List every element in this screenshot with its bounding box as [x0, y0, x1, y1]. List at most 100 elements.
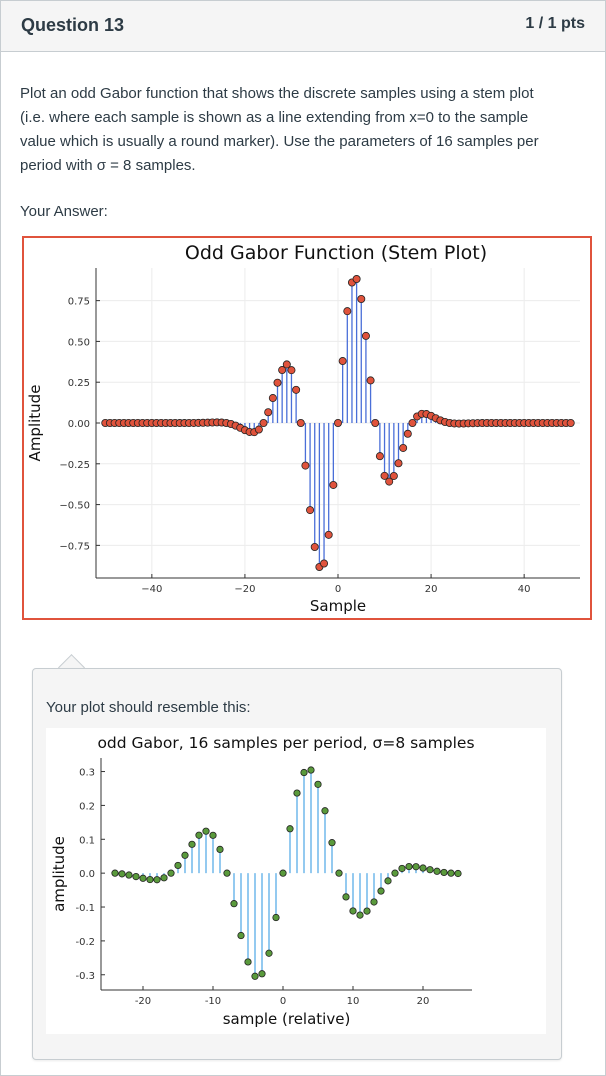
stem-marker [403, 429, 412, 438]
stem-marker [321, 807, 329, 815]
your-answer-label: Your Answer: [20, 203, 108, 220]
stem-marker [125, 871, 133, 879]
y-tick-label: 0.75 [68, 297, 90, 308]
stem-marker [272, 913, 280, 922]
stem-marker [314, 780, 322, 788]
stem-marker [419, 864, 427, 872]
reference-stem-plot: -20 -10 0 10 20 0.3 0.2 0.1 0.0 -0.1 -0.2 -0.3 odd G… [50, 734, 475, 1028]
y-tick-label: 0.1 [79, 835, 95, 846]
stem-marker [335, 869, 343, 877]
answer-stem-plot: −40 −20 0 20 40 0.75 0.50 0.25 0.00 −0.25 −0.50 −0.… [26, 242, 580, 615]
question-header: Question 13 1 / 1 pts [1, 1, 605, 52]
stem-marker [320, 559, 329, 568]
stem-marker [342, 893, 350, 901]
y-tick-label: 0.00 [68, 419, 90, 430]
y-tick-label: -0.1 [75, 903, 95, 914]
stem-marker [273, 378, 282, 387]
stem-marker [375, 452, 384, 461]
stem-marker [139, 874, 147, 882]
stem-marker [366, 376, 375, 385]
stem-marker [195, 831, 203, 839]
prompt-line: period with σ = 8 samples. [20, 157, 196, 174]
stem-marker [426, 866, 434, 874]
stem-marker [174, 861, 182, 870]
stem-marker [286, 825, 294, 833]
stem-marker [279, 869, 287, 877]
stem-marker [357, 295, 366, 304]
stem-marker [399, 443, 408, 452]
stem-marker [343, 307, 352, 316]
stem-marker [287, 366, 296, 375]
stem-marker [251, 972, 259, 980]
stem-marker [259, 418, 268, 427]
stem-marker [380, 471, 389, 480]
y-axis-label: amplitude [50, 836, 68, 912]
stem-marker [328, 839, 336, 847]
stem-marker [153, 876, 161, 884]
stem-marker [324, 530, 333, 539]
question-prompt: Plot an odd Gabor function that shows th… [20, 82, 580, 178]
x-tick-label: 0 [280, 996, 286, 1007]
stem-marker [132, 872, 140, 881]
y-tick-label: 0.2 [79, 801, 95, 812]
chart-title: odd Gabor, 16 samples per period, σ=8 sa… [97, 734, 474, 752]
stem-marker [282, 360, 291, 369]
stem-marker [181, 851, 189, 859]
stem-marker [237, 931, 245, 940]
feedback-text: Your plot should resemble this: [46, 699, 251, 716]
y-tick-label: -0.2 [75, 937, 95, 948]
x-tick-label: 40 [518, 584, 531, 595]
stem-marker [293, 789, 301, 797]
stem-marker [433, 867, 441, 875]
stem-marker [385, 477, 394, 486]
stem-marker [265, 949, 273, 957]
y-tick-label: 0.50 [68, 337, 90, 348]
stem-marker [244, 958, 252, 966]
stem-marker [310, 542, 319, 551]
x-tick-label: 0 [335, 584, 341, 595]
reference-image: -20 -10 0 10 20 0.3 0.2 0.1 0.0 -0.1 -0.2 -0.3 odd G… [46, 728, 546, 1034]
stem-marker [230, 900, 238, 908]
stem-marker [440, 868, 448, 877]
prompt-line: Plot an odd Gabor function that shows th… [20, 85, 534, 102]
stem-marker [349, 907, 357, 915]
stem-marker [296, 418, 305, 427]
y-tick-label: −0.25 [59, 460, 90, 471]
stem-marker [111, 869, 119, 877]
stem-marker [447, 869, 455, 877]
y-tick-label: −0.50 [59, 501, 90, 512]
stem-marker [268, 394, 277, 403]
chart-title: Odd Gabor Function (Stem Plot) [185, 242, 487, 264]
stem-marker [264, 408, 273, 417]
stem-marker [146, 875, 154, 884]
stem-marker [278, 366, 287, 375]
x-tick-label: 10 [347, 996, 360, 1007]
stem-marker [389, 471, 398, 480]
stem-marker [333, 418, 342, 427]
x-axis-label: Sample [310, 597, 366, 615]
prompt-line: value which is usually a round marker). … [20, 133, 539, 150]
stem-marker [188, 840, 196, 848]
stem-marker [160, 874, 168, 882]
stem-marker [329, 480, 338, 489]
y-tick-label: 0.3 [79, 768, 95, 779]
stem-marker [363, 907, 371, 915]
y-tick-label: 0.25 [68, 378, 90, 389]
stem-marker [258, 970, 266, 978]
stem-marker [384, 877, 392, 885]
x-tick-label: −20 [234, 584, 255, 595]
y-axis-label: Amplitude [26, 385, 44, 462]
stem-marker [216, 845, 224, 854]
answer-image: −40 −20 0 20 40 0.75 0.50 0.25 0.00 −0.25 −0.50 −0.… [22, 236, 592, 620]
stem-marker [356, 911, 364, 919]
y-tick-label: −0.75 [59, 541, 90, 552]
stem-marker [361, 331, 370, 340]
prompt-line: (i.e. where each sample is shown as a li… [20, 109, 529, 126]
stem-marker [454, 869, 462, 878]
stem-marker [391, 869, 399, 877]
question-title: Question 13 [21, 15, 125, 35]
x-axis-label: sample (relative) [223, 1010, 351, 1028]
y-tick-label: -0.3 [75, 971, 95, 982]
stem-marker [566, 418, 575, 427]
